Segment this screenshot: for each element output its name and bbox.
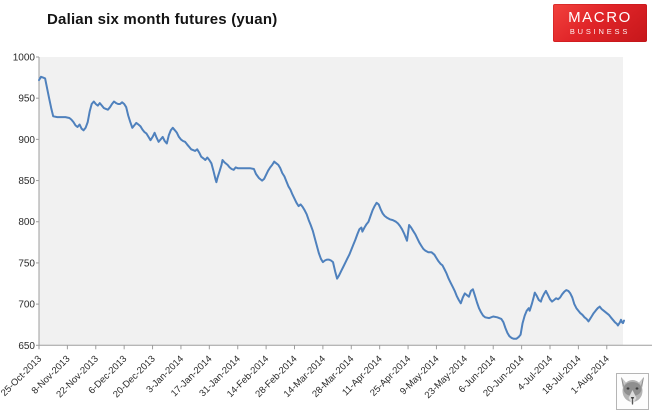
wolf-icon (616, 373, 649, 410)
y-axis-label: 850 (18, 176, 35, 187)
y-axis-label: 1000 (13, 53, 36, 64)
plot-area (39, 57, 623, 346)
y-axis-label: 750 (18, 258, 35, 269)
logo-text-macro: MACRO (568, 9, 632, 26)
y-axis-label: 950 (18, 94, 35, 105)
y-axis-label: 900 (18, 135, 35, 146)
y-axis-label: 650 (18, 341, 35, 352)
futures-price-line (38, 75, 625, 340)
macrobusiness-logo: MACRO BUSINESS (553, 4, 647, 42)
logo-text-business: BUSINESS (569, 27, 631, 36)
y-axis-label: 700 (18, 300, 35, 311)
y-axis-label: 800 (18, 217, 35, 228)
chart-title: Dalian six month futures (yuan) (47, 11, 278, 28)
wolf-icon-drawing (621, 377, 644, 405)
